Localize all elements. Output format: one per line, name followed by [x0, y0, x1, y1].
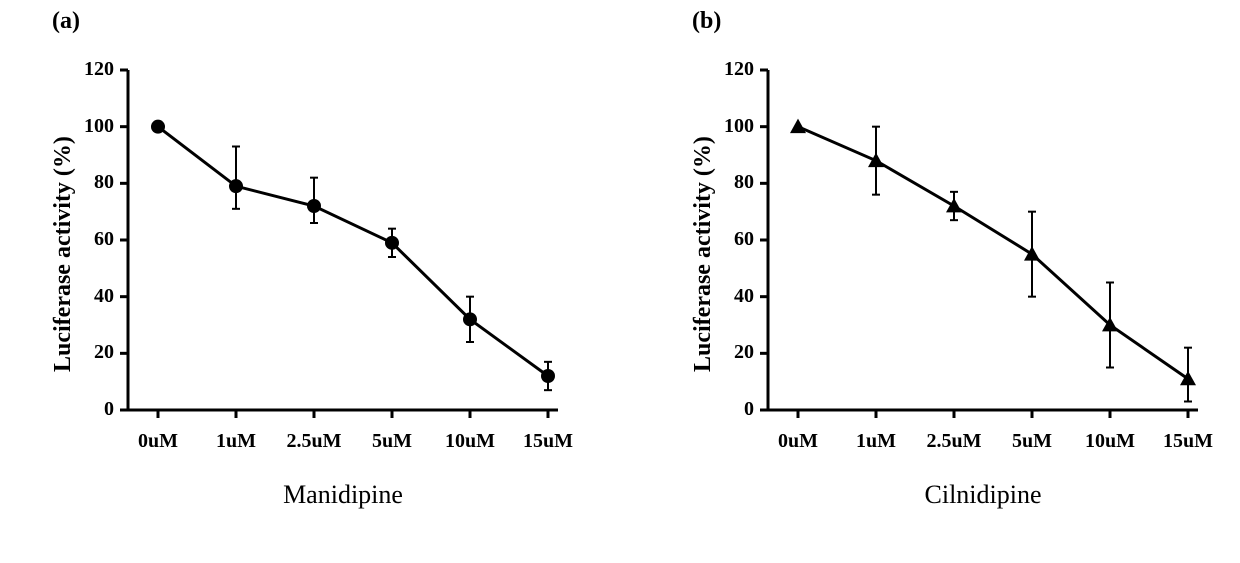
data-marker: [868, 153, 884, 167]
data-marker: [790, 119, 806, 133]
x-tick-label: 0uM: [758, 430, 838, 453]
y-tick-label: 60: [94, 228, 114, 251]
y-tick-label: 0: [104, 398, 114, 421]
y-tick-label: 40: [734, 285, 754, 308]
chart-svg: [108, 50, 578, 430]
axis-lines: [128, 70, 558, 410]
data-marker: [541, 369, 555, 383]
data-line: [158, 127, 548, 376]
x-tick-label: 2.5uM: [914, 430, 994, 453]
y-axis-title: Luciferase activity (%): [50, 136, 77, 372]
figure-container: (a) 0204060801001200uM1uM2.5uM5uM10uM15u…: [0, 0, 1240, 563]
x-tick-label: 15uM: [1148, 430, 1228, 453]
panel-a-label: (a): [52, 8, 80, 35]
y-tick-label: 80: [734, 171, 754, 194]
data-marker: [151, 120, 165, 134]
x-tick-label: 1uM: [196, 430, 276, 453]
x-tick-label: 2.5uM: [274, 430, 354, 453]
data-marker: [385, 236, 399, 250]
x-tick-label: 5uM: [352, 430, 432, 453]
y-tick-label: 100: [724, 115, 754, 138]
x-tick-label: 10uM: [430, 430, 510, 453]
y-tick-label: 20: [94, 341, 114, 364]
y-tick-label: 20: [734, 341, 754, 364]
y-tick-label: 120: [724, 58, 754, 81]
y-tick-label: 60: [734, 228, 754, 251]
data-marker: [1180, 371, 1196, 385]
data-line: [798, 127, 1188, 379]
panel-b: (b) 0 20 40 60 80 100 120 0uM1uM2.5uM5uM10uM15u…: [640, 0, 1240, 563]
y-tick-label: 100: [84, 115, 114, 138]
x-axis-title: Manidipine: [128, 480, 558, 510]
data-marker: [229, 179, 243, 193]
x-tick-label: 0uM: [118, 430, 198, 453]
y-tick-label: 120: [84, 58, 114, 81]
y-axis-title: Luciferase activity (%): [690, 136, 717, 372]
data-marker: [463, 312, 477, 326]
data-marker: [1024, 246, 1040, 260]
x-tick-label: 15uM: [508, 430, 588, 453]
data-marker: [307, 199, 321, 213]
panel-a: (a) 0 20 40 60 80 100 120 0uM1uM2.5uM5uM10uM15u…: [0, 0, 600, 563]
y-tick-label: 0: [744, 398, 754, 421]
panel-b-label: (b): [692, 8, 721, 35]
x-axis-title: Cilnidipine: [768, 480, 1198, 510]
chart-svg: [748, 50, 1218, 430]
y-tick-label: 80: [94, 171, 114, 194]
data-marker: [946, 198, 962, 212]
x-tick-label: 1uM: [836, 430, 916, 453]
x-tick-label: 10uM: [1070, 430, 1150, 453]
x-tick-label: 5uM: [992, 430, 1072, 453]
y-tick-label: 40: [94, 285, 114, 308]
axis-lines: [768, 70, 1198, 410]
